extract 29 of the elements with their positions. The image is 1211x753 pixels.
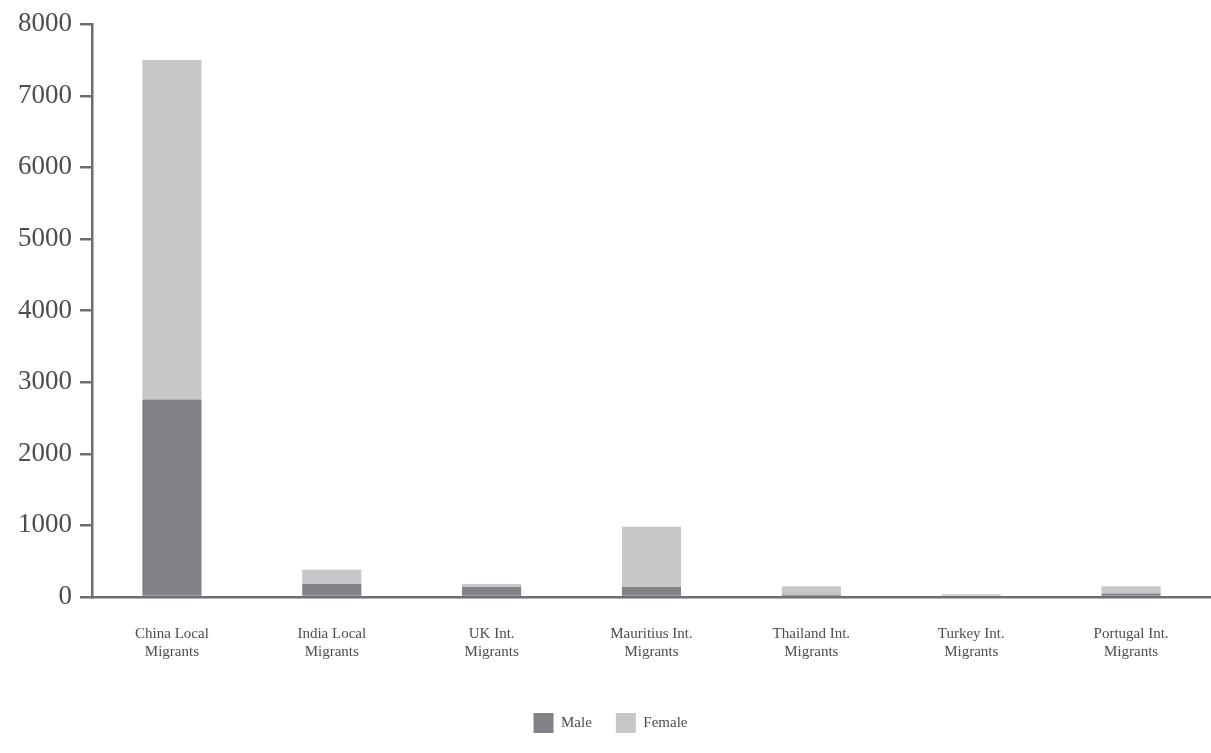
bar: [781, 586, 841, 595]
y-tick-label: 6000: [18, 150, 72, 181]
legend-label: Male: [561, 713, 593, 730]
bar: [302, 584, 362, 596]
legend-label: Female: [643, 713, 688, 730]
y-tick-label: 2000: [18, 436, 72, 467]
x-tick-label: Thailand Int. Migrants: [772, 624, 851, 659]
bar: [142, 399, 202, 596]
y-tick-label: 3000: [18, 365, 72, 396]
bar: [462, 584, 522, 587]
x-tick-label: UK Int. Migrants: [464, 624, 519, 659]
x-tick-label: Turkey Int. Migrants: [937, 624, 1005, 659]
bar: [302, 569, 362, 585]
y-tick-label: 1000: [18, 508, 72, 539]
x-tick-label: China Local Migrants: [135, 624, 209, 659]
x-tick-label: Portugal Int. Migrants: [1093, 624, 1169, 659]
bar: [621, 586, 682, 596]
y-tick-label: 5000: [18, 222, 72, 253]
x-tick-label: Mauritius Int. Migrants: [610, 624, 693, 659]
y-tick-label: 0: [58, 580, 72, 611]
bar: [1101, 586, 1161, 594]
y-tick-label: 8000: [18, 7, 72, 38]
x-tick-label: India Local Migrants: [297, 624, 367, 659]
y-tick-label: 4000: [18, 293, 72, 324]
bar: [462, 586, 522, 596]
y-tick-label: 7000: [18, 78, 72, 109]
bar: [1101, 593, 1161, 596]
bar: [142, 60, 202, 400]
bar: [621, 526, 682, 587]
